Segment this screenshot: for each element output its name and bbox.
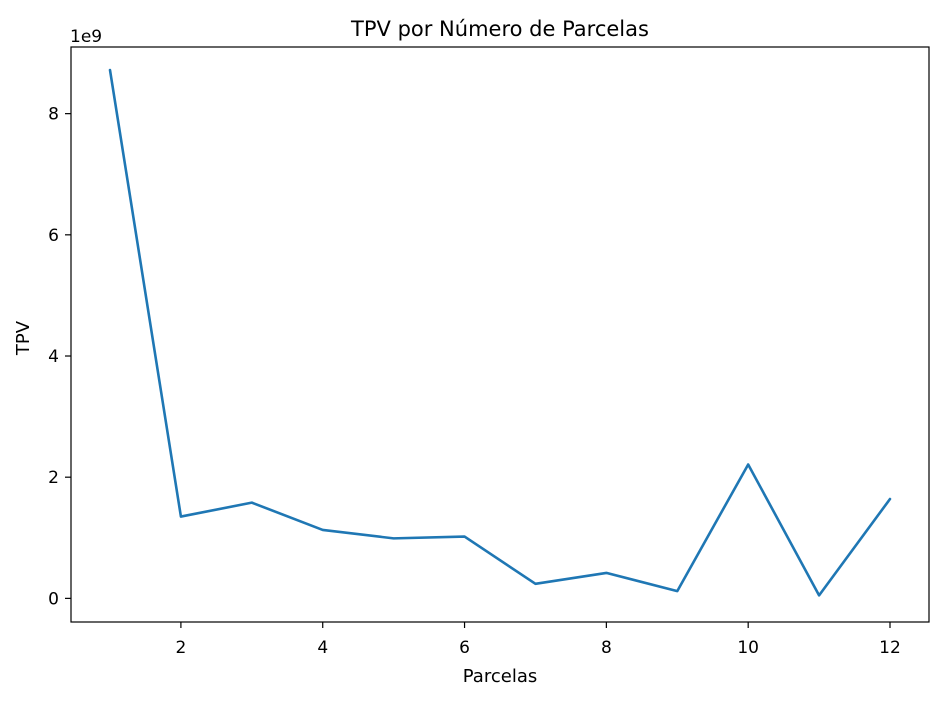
- y-tick-label: 8: [48, 105, 59, 125]
- y-offset-label: 1e9: [70, 27, 102, 47]
- plot-frame: [70, 46, 930, 623]
- y-tick-label: 2: [48, 468, 59, 488]
- series-line: [108, 68, 892, 597]
- x-axis-label: Parcelas: [463, 666, 537, 687]
- y-tick-label: 6: [48, 226, 59, 246]
- plot-area: 2 4 6 8 10 12 0 2 4 6 8: [48, 46, 930, 658]
- y-tick-label: 0: [48, 589, 59, 609]
- x-tick-label: 6: [459, 638, 470, 658]
- y-axis-label: TPV: [13, 320, 34, 356]
- x-tick-label: 12: [879, 638, 901, 658]
- x-tick-label: 10: [737, 638, 759, 658]
- x-tick-label: 2: [175, 638, 186, 658]
- chart-title: TPV por Número de Parcelas: [350, 17, 649, 41]
- x-tick-label: 4: [317, 638, 328, 658]
- x-tick-label: 8: [601, 638, 612, 658]
- y-tick-label: 4: [48, 347, 59, 367]
